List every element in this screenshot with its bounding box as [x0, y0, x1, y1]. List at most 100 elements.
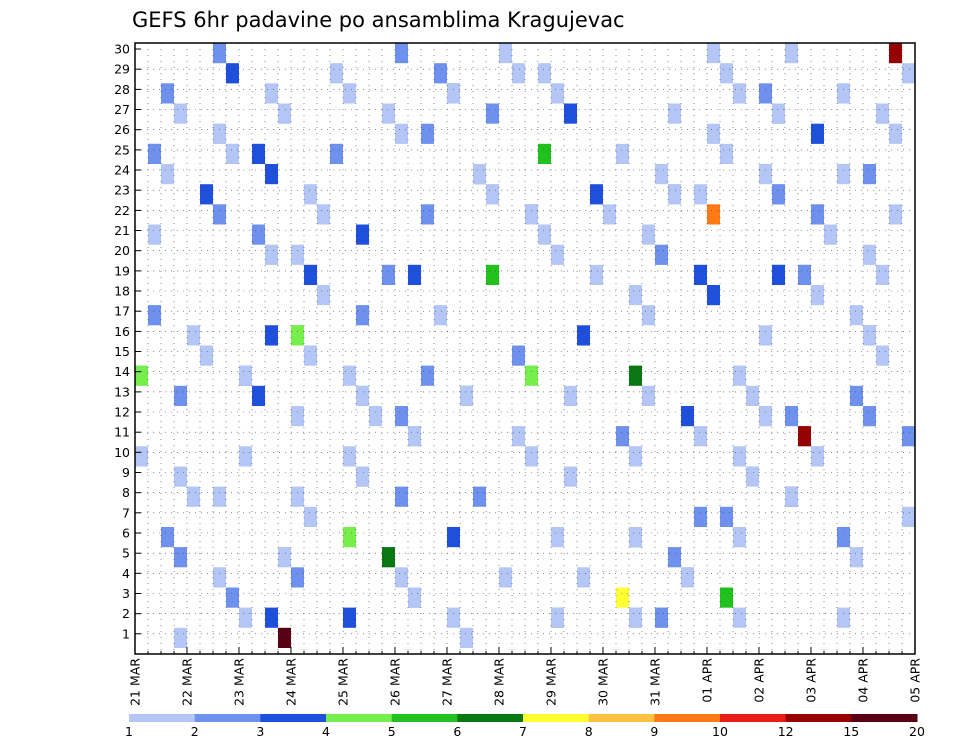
heatmap-cell — [187, 486, 200, 507]
heatmap-cell — [291, 567, 304, 588]
heatmap-cell — [902, 506, 915, 527]
heatmap-cell — [889, 43, 902, 64]
heatmap-cell — [161, 527, 174, 548]
heatmap-cell — [603, 204, 616, 225]
heatmap-cell — [265, 164, 278, 185]
y-tick-label: 9 — [122, 465, 130, 480]
heatmap-cell — [291, 406, 304, 427]
heatmap-cell — [668, 103, 681, 124]
heatmap-cell — [850, 547, 863, 568]
heatmap-cell — [538, 143, 551, 164]
heatmap-cell — [161, 164, 174, 185]
colorbar-swatch — [785, 714, 852, 722]
heatmap-cell — [694, 506, 707, 527]
heatmap-cell — [213, 123, 226, 144]
colorbar-swatch — [720, 714, 787, 722]
colorbar-label: 9 — [650, 724, 658, 739]
x-tick-label: 02 APR — [752, 658, 767, 703]
heatmap-cell — [824, 224, 837, 245]
heatmap-cell — [187, 325, 200, 346]
heatmap-cell — [746, 466, 759, 487]
heatmap-cell — [395, 123, 408, 144]
heatmap-cell — [395, 486, 408, 507]
heatmap-cell — [447, 607, 460, 628]
heatmap-cell — [707, 285, 720, 306]
y-tick-label: 18 — [114, 284, 130, 299]
colorbar-swatch — [260, 714, 327, 722]
heatmap-cell — [174, 466, 187, 487]
heatmap-cell — [733, 365, 746, 386]
y-tick-label: 29 — [114, 62, 130, 77]
heatmap-cell — [317, 204, 330, 225]
y-tick-label: 8 — [122, 485, 130, 500]
heatmap-cell — [252, 385, 265, 406]
colorbar-swatch — [326, 714, 393, 722]
heatmap-cell — [486, 264, 499, 285]
heatmap-cell — [707, 123, 720, 144]
heatmap-cell — [161, 83, 174, 104]
heatmap-cell — [408, 426, 421, 447]
heatmap-cell — [694, 426, 707, 447]
heatmap-cell — [772, 103, 785, 124]
heatmap-cell — [720, 63, 733, 84]
heatmap-cell — [135, 446, 148, 467]
heatmap-cell — [434, 63, 447, 84]
heatmap-cell — [629, 446, 642, 467]
y-tick-label: 24 — [114, 163, 130, 178]
heatmap-cell — [343, 365, 356, 386]
heatmap-cell — [850, 305, 863, 326]
heatmap-cell — [499, 567, 512, 588]
heatmap-cell — [629, 285, 642, 306]
heatmap-cell — [473, 486, 486, 507]
heatmap-cell — [525, 365, 538, 386]
colorbar-label: 1 — [125, 724, 133, 739]
y-tick-label: 16 — [114, 324, 130, 339]
heatmap-cell — [356, 305, 369, 326]
heatmap-cell — [759, 406, 772, 427]
heatmap-cell — [837, 527, 850, 548]
heatmap-cell — [811, 204, 824, 225]
heatmap-cell — [642, 305, 655, 326]
heatmap-cell — [239, 607, 252, 628]
heatmap-cell — [343, 607, 356, 628]
heatmap-cell — [551, 527, 564, 548]
heatmap-cell — [551, 83, 564, 104]
heatmap-cell — [408, 587, 421, 608]
y-tick-label: 27 — [114, 102, 130, 117]
heatmap-cell — [655, 244, 668, 265]
y-tick-label: 21 — [114, 223, 130, 238]
heatmap-cell — [733, 446, 746, 467]
heatmap-cell — [889, 123, 902, 144]
heatmap-cell — [863, 164, 876, 185]
heatmap-cell — [369, 406, 382, 427]
heatmap-cell — [876, 103, 889, 124]
heatmap-cell — [148, 224, 161, 245]
heatmap-cell — [720, 587, 733, 608]
heatmap-cell — [252, 224, 265, 245]
heatmap-cell — [499, 43, 512, 64]
x-tick-label: 24 MAR — [284, 658, 299, 706]
heatmap-cell — [720, 506, 733, 527]
y-tick-label: 19 — [114, 263, 130, 278]
heatmap-cell — [304, 506, 317, 527]
y-tick-label: 30 — [114, 42, 130, 57]
y-tick-label: 5 — [122, 546, 130, 561]
x-tick-label: 30 MAR — [596, 658, 611, 706]
heatmap-cell — [213, 486, 226, 507]
heatmap-cell — [681, 406, 694, 427]
heatmap-cell — [395, 43, 408, 64]
heatmap-cell — [174, 385, 187, 406]
y-tick-label: 14 — [114, 364, 130, 379]
heatmap-cell — [421, 365, 434, 386]
x-axis: 21 MAR 22 MAR 23 MAR 24 MAR 25 MAR 26 MAR 27 M… — [128, 647, 923, 706]
heatmap-cell — [239, 365, 252, 386]
colorbar-label: 12 — [778, 724, 794, 739]
heatmap-cell — [707, 204, 720, 225]
colorbar-swatch — [523, 714, 590, 722]
heatmap-cell — [590, 264, 603, 285]
heatmap-cell — [512, 63, 525, 84]
heatmap-cell — [876, 345, 889, 366]
heatmap-cell — [564, 385, 577, 406]
heatmap-cell — [265, 83, 278, 104]
